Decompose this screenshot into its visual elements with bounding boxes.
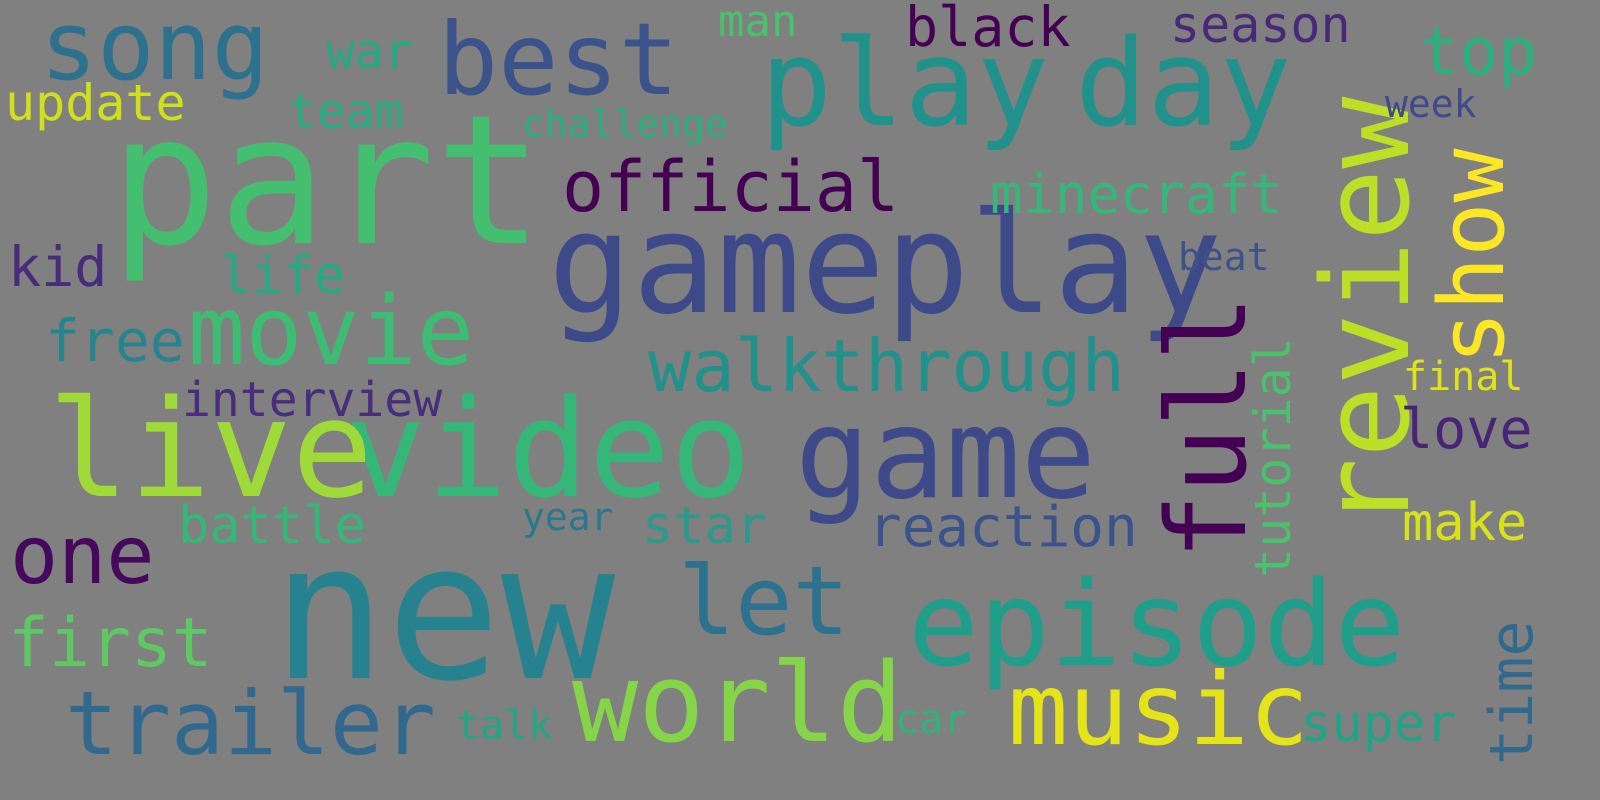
word-star: star xyxy=(642,496,768,556)
word-super: super xyxy=(1300,694,1457,754)
word-update: update xyxy=(5,74,186,132)
word-man: man xyxy=(718,0,798,47)
word-one: one xyxy=(10,509,155,602)
word-top: top xyxy=(1420,15,1538,90)
word-let: let xyxy=(678,547,850,657)
word-time: time xyxy=(1477,620,1547,766)
word-best: best xyxy=(438,1,679,118)
word-week: week xyxy=(1385,82,1477,126)
word-show: show xyxy=(1420,148,1525,365)
word-video: video xyxy=(345,371,752,528)
word-game: game xyxy=(795,382,1097,527)
word-season: season xyxy=(1170,0,1351,54)
word-gameplay: gameplay xyxy=(548,183,1223,346)
word-war: war xyxy=(326,24,413,80)
word-challenge: challenge xyxy=(522,102,728,146)
word-episode: episode xyxy=(908,555,1406,693)
word-team: team xyxy=(288,84,404,140)
word-walkthrough: walkthrough xyxy=(648,324,1125,408)
word-day: day xyxy=(1075,15,1292,154)
word-interview: interview xyxy=(182,372,443,428)
word-live: live xyxy=(48,371,374,528)
word-talk: talk xyxy=(456,703,553,749)
word-make: make xyxy=(1402,493,1528,553)
word-year: year xyxy=(522,495,614,539)
word-final: final xyxy=(1403,354,1524,400)
word-music: music xyxy=(1008,651,1310,768)
word-reaction: reaction xyxy=(868,495,1138,560)
word-official: official xyxy=(562,146,900,228)
word-tutorial: tutorial xyxy=(1244,337,1302,578)
word-car: car xyxy=(895,697,968,743)
word-life: life xyxy=(220,246,346,306)
word-beat: beat xyxy=(1178,235,1270,279)
word-review: review xyxy=(1298,96,1437,530)
word-minecraft: minecraft xyxy=(990,163,1283,226)
word-part: part xyxy=(110,77,544,286)
word-world: world xyxy=(572,639,904,767)
word-movie: movie xyxy=(188,277,474,387)
word-play: play xyxy=(760,15,1049,154)
word-song: song xyxy=(40,0,269,102)
word-love: love xyxy=(1400,397,1533,461)
word-first: first xyxy=(8,604,213,683)
word-trailer: trailer xyxy=(65,672,436,775)
word-kid: kid xyxy=(8,235,108,299)
word-battle: battle xyxy=(178,496,366,556)
word-free: free xyxy=(45,307,185,375)
word-new: new xyxy=(272,502,616,723)
word-black: black xyxy=(905,0,1071,59)
